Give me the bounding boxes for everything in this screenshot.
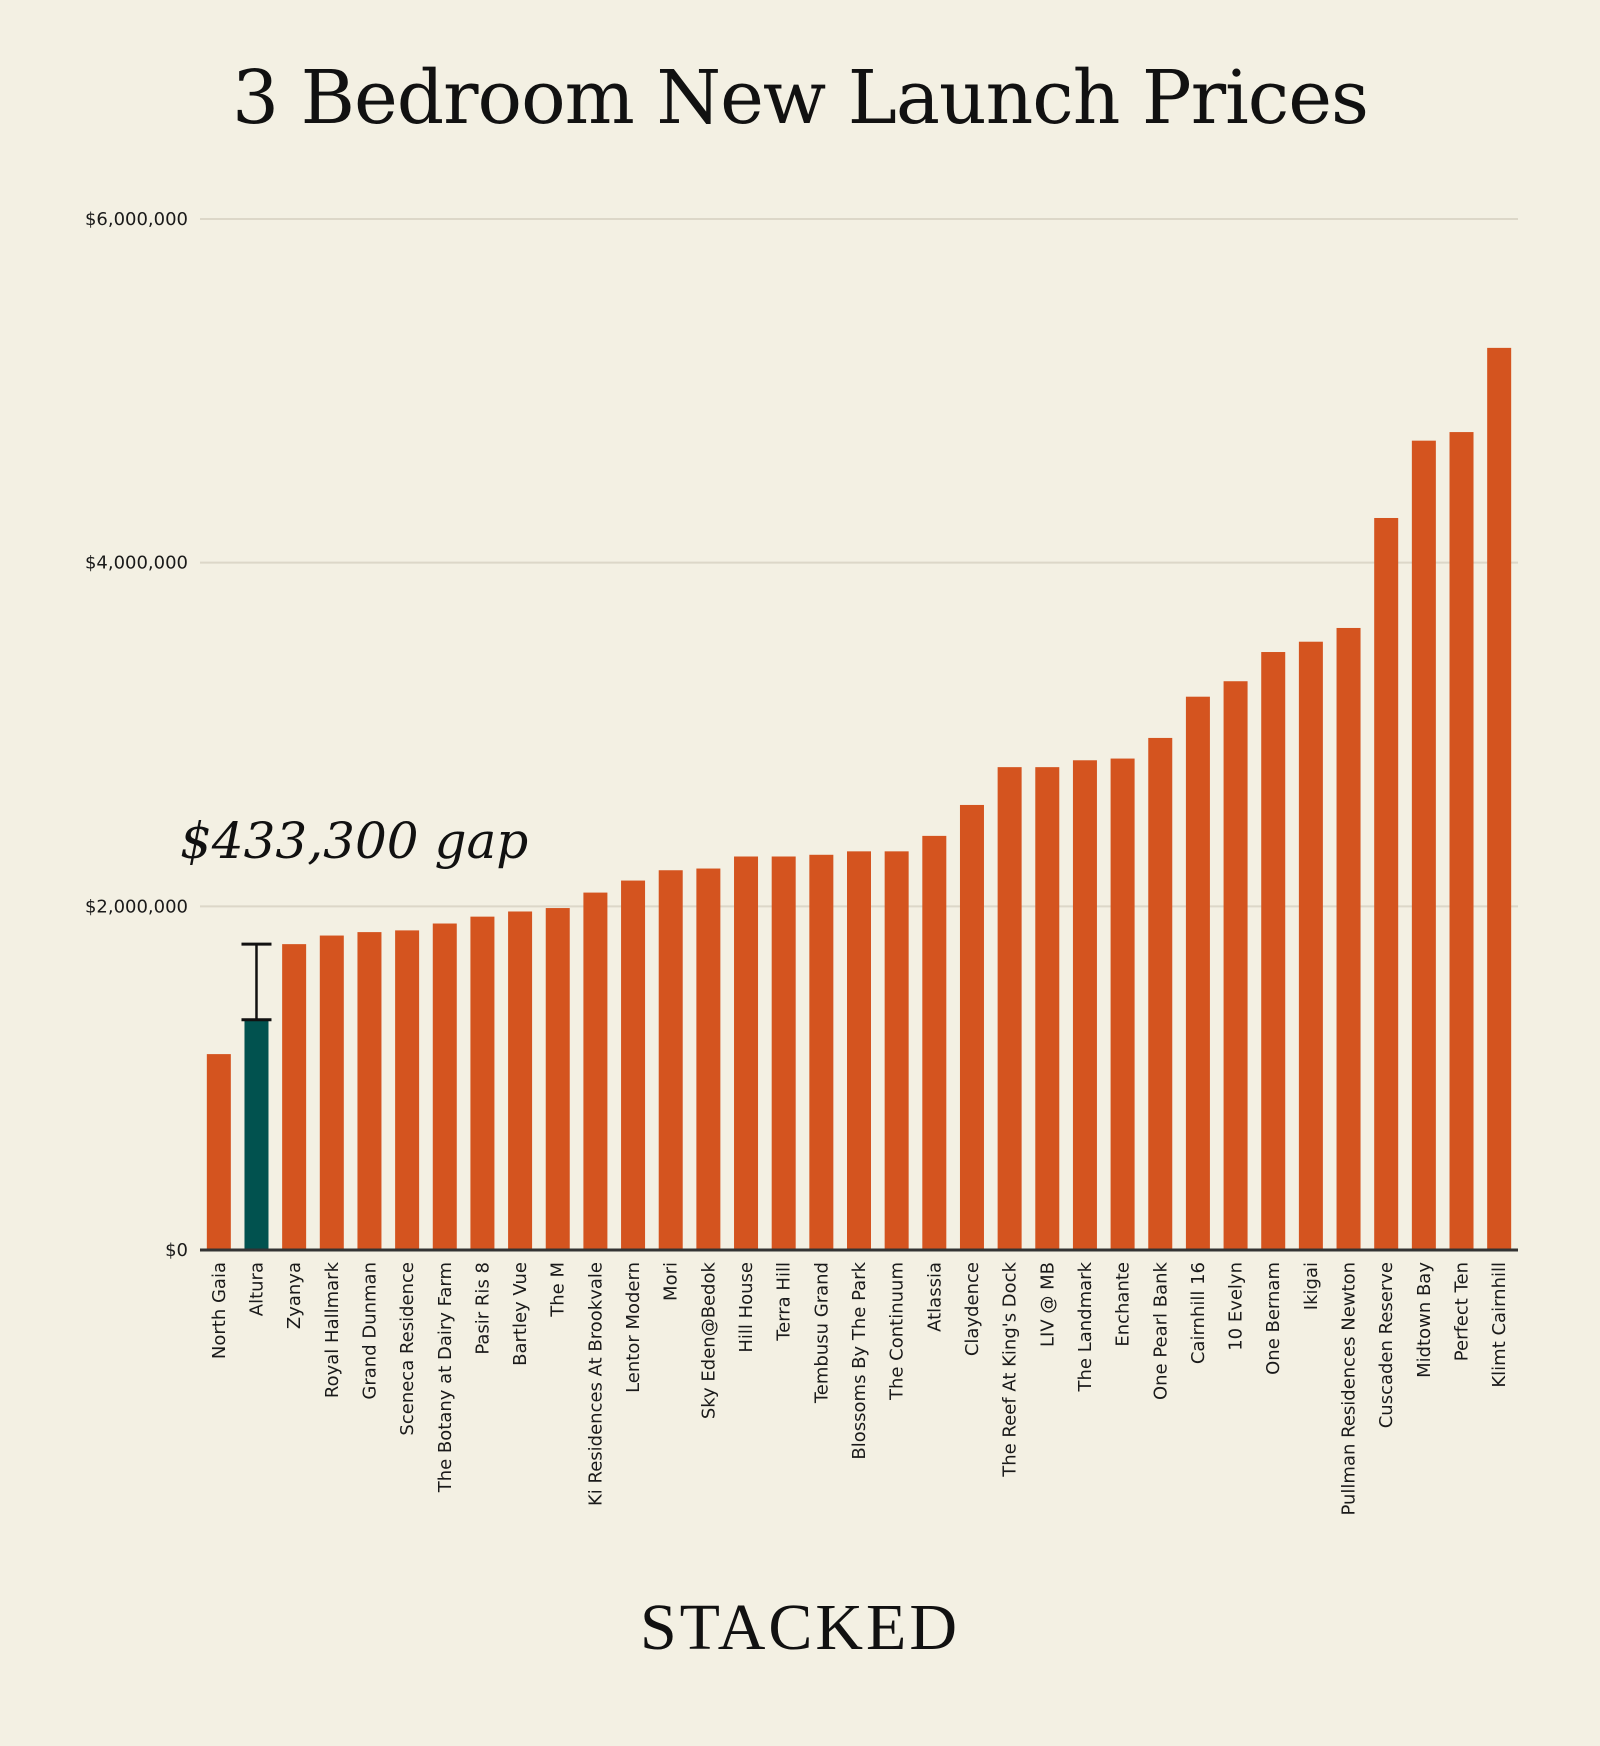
- bar: [1185, 696, 1210, 1250]
- x-tick-label: Pasir Ris 8: [472, 1262, 493, 1355]
- x-tick-label: The M: [548, 1262, 569, 1318]
- x-tick-label: Hill House: [736, 1262, 757, 1353]
- bar: [1261, 652, 1286, 1250]
- bar: [545, 908, 570, 1250]
- x-tick-label: Altura: [246, 1262, 267, 1316]
- bar: [959, 804, 984, 1250]
- bar: [734, 856, 759, 1250]
- x-tick-label: The Reef At King's Dock: [1000, 1261, 1021, 1477]
- bar: [884, 851, 909, 1250]
- bar: [1298, 641, 1323, 1250]
- x-tick-label: Enchante: [1113, 1262, 1134, 1347]
- x-tick-label: Bartley Vue: [510, 1262, 531, 1366]
- chart-title: 3 Bedroom New Launch Prices: [232, 55, 1369, 141]
- x-tick-label: Cuscaden Reserve: [1376, 1262, 1397, 1428]
- bar: [583, 892, 608, 1250]
- bar: [1223, 681, 1248, 1250]
- bar: [206, 1054, 231, 1250]
- x-tick-label: Cairnhill 16: [1188, 1262, 1209, 1364]
- x-tick-label: Perfect Ten: [1452, 1262, 1473, 1361]
- bar: [282, 944, 307, 1250]
- bar: [395, 930, 420, 1250]
- bar: [847, 851, 871, 1250]
- x-tick-label: Sceneca Residence: [397, 1262, 418, 1436]
- x-tick-label: One Pearl Bank: [1150, 1261, 1171, 1400]
- bar: [1449, 432, 1474, 1250]
- bar: [508, 911, 533, 1250]
- x-tick-label: Atlassia: [924, 1262, 945, 1332]
- bar: [1487, 347, 1512, 1250]
- x-tick-label: LIV @ MB: [1037, 1262, 1058, 1347]
- x-tick-label: Zyanya: [284, 1262, 305, 1329]
- x-tick-label: Royal Hallmark: [322, 1261, 343, 1398]
- y-tick-label: $4,000,000: [85, 553, 188, 574]
- x-tick-label: Ikigai: [1301, 1262, 1322, 1310]
- bar: [470, 916, 495, 1250]
- bar: [319, 935, 344, 1250]
- bar: [658, 870, 683, 1250]
- bar: [357, 932, 382, 1250]
- bar: [1110, 758, 1135, 1250]
- x-tick-label: Tembusu Grand: [811, 1262, 832, 1404]
- bar: [1072, 760, 1097, 1250]
- x-tick-label: Pullman Residences Newton: [1339, 1262, 1360, 1516]
- x-tick-label: Terra Hill: [774, 1262, 795, 1342]
- bar: [922, 835, 947, 1250]
- x-tick-label: Klimt Cairnhill: [1489, 1262, 1510, 1388]
- bar: [621, 880, 646, 1250]
- x-tick-label: Midtown Bay: [1414, 1262, 1435, 1378]
- gap-annotation-text: $433,300 gap: [180, 812, 528, 870]
- x-tick-label: The Landmark: [1075, 1261, 1096, 1392]
- bar: [1035, 767, 1060, 1250]
- x-tick-label: North Gaia: [209, 1262, 230, 1359]
- x-tick-label: 10 Evelyn: [1226, 1262, 1247, 1351]
- bar: [809, 854, 834, 1250]
- bar: [244, 1019, 269, 1250]
- x-tick-label: Lentor Modern: [623, 1262, 644, 1393]
- bar: [997, 767, 1022, 1250]
- bar: [771, 856, 796, 1250]
- stacked-logo: STACKED: [639, 1591, 961, 1664]
- x-tick-label: Grand Dunman: [359, 1262, 380, 1400]
- x-tick-label: Sky Eden@Bedok: [698, 1261, 719, 1419]
- x-tick-label: The Botany at Dairy Farm: [435, 1262, 456, 1493]
- x-tick-label: Ki Residences At Brookvale: [585, 1262, 606, 1506]
- bar: [1336, 627, 1361, 1250]
- bars: [206, 347, 1512, 1250]
- y-axis-ticks: $0 $2,000,000 $4,000,000 $6,000,000: [85, 209, 188, 1261]
- x-tick-label: One Bernam: [1263, 1262, 1284, 1375]
- x-tick-label: Mori: [661, 1262, 682, 1301]
- gap-annotation: $433,300 gap: [180, 812, 528, 1022]
- y-tick-label: $6,000,000: [85, 209, 188, 230]
- x-tick-label: Claydence: [962, 1262, 983, 1356]
- bar: [1148, 737, 1173, 1250]
- x-tick-label: Blossoms By The Park: [849, 1261, 870, 1459]
- bar: [1411, 440, 1436, 1250]
- y-tick-label: $0: [165, 1240, 188, 1261]
- bar: [696, 868, 721, 1250]
- bar: [432, 923, 457, 1250]
- bar: [1374, 517, 1399, 1250]
- y-tick-label: $2,000,000: [85, 896, 188, 917]
- x-axis-labels: North Gaia Altura Zyanya Royal Hallmark Gran…: [209, 1261, 1510, 1515]
- x-tick-label: The Continuum: [887, 1262, 908, 1401]
